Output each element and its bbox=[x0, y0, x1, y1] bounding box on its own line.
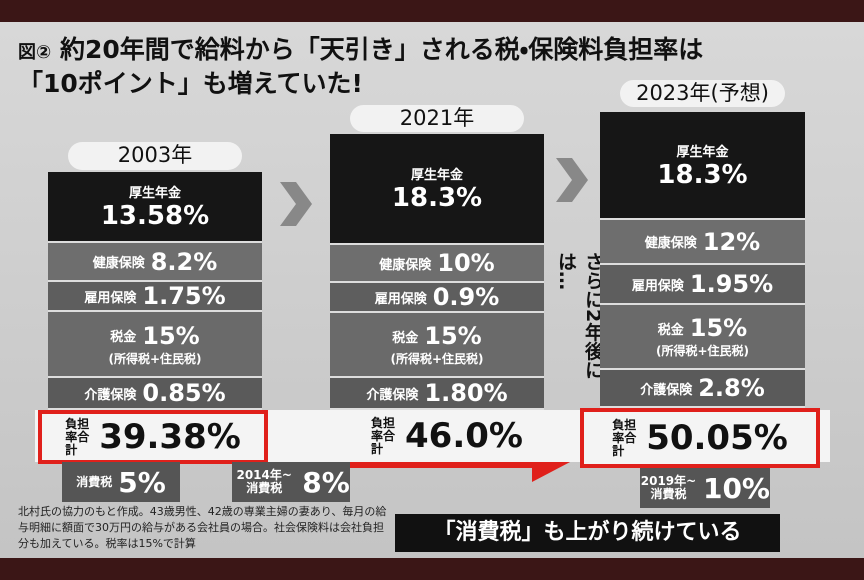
title-line: 約20年間で給料から「天引き」される税・保険料負担率は bbox=[59, 35, 704, 64]
value: 12% bbox=[702, 227, 761, 256]
value: 13.58% bbox=[100, 201, 210, 231]
tax-block: 税金 15% (所得税+住民税) bbox=[48, 312, 262, 378]
label: 雇用保険 bbox=[84, 290, 137, 306]
value: 1.80% bbox=[424, 379, 508, 407]
value: 8% bbox=[302, 465, 350, 499]
title: 図② 約20年間で給料から「天引き」される税・保険料負担率は bbox=[18, 30, 703, 66]
tax-row: 税金 15% bbox=[658, 314, 747, 342]
value: 1.95% bbox=[689, 270, 774, 298]
value: 8.2% bbox=[150, 247, 218, 276]
label: 健康保険 bbox=[644, 236, 697, 251]
note: (所得税+住民税) bbox=[390, 352, 484, 366]
label: 税金 bbox=[110, 330, 137, 345]
note: (所得税+住民税) bbox=[655, 344, 750, 358]
year-label: 2003年 bbox=[68, 142, 242, 170]
label: 厚生年金 bbox=[128, 186, 181, 201]
care-block: 介護保険 0.85% bbox=[48, 378, 262, 410]
value: 0.9% bbox=[432, 283, 500, 311]
total-label: 負担率合計 bbox=[612, 417, 637, 458]
total-value: 50.05% bbox=[646, 418, 788, 458]
pension-block: 厚生年金 13.58% bbox=[48, 172, 262, 243]
employment-block: 雇用保険 0.9% bbox=[330, 283, 544, 313]
value: 0.85% bbox=[142, 379, 226, 407]
care-block: 介護保険 2.8% bbox=[600, 370, 805, 408]
label: 税金 bbox=[657, 322, 684, 338]
total-box: 負担率合計 50.05% bbox=[580, 408, 820, 468]
value: 15% bbox=[689, 314, 748, 342]
label: 2019年~消費税 bbox=[640, 474, 697, 501]
health-block: 健康保険 8.2% bbox=[48, 243, 262, 282]
pension-block: 厚生年金 18.3% bbox=[330, 134, 544, 245]
tax-row: 税金 15% bbox=[392, 322, 481, 350]
note: (所得税+住民税) bbox=[108, 351, 202, 366]
figure-label: 図② bbox=[18, 42, 52, 63]
health-block: 健康保険 12% bbox=[600, 220, 805, 265]
value: 15% bbox=[424, 322, 482, 350]
title-line: 「10ポイント」も増えていた! bbox=[18, 69, 363, 98]
consumption-block: 2019年~消費税 10% bbox=[640, 468, 770, 508]
label: 健康保険 bbox=[379, 257, 432, 273]
label: 厚生年金 bbox=[676, 144, 729, 160]
value: 15% bbox=[142, 321, 200, 350]
value: 5% bbox=[118, 465, 166, 499]
total-box: 負担率合計 39.38% bbox=[38, 410, 268, 464]
employment-block: 雇用保険 1.95% bbox=[600, 265, 805, 305]
year-label: 2023年(予想) bbox=[620, 80, 785, 107]
employment-block: 雇用保険 1.75% bbox=[48, 282, 262, 312]
value: 10% bbox=[702, 471, 770, 505]
label: 雇用保険 bbox=[631, 278, 684, 294]
tax-row: 税金 15% bbox=[110, 322, 199, 350]
label: 税金 bbox=[392, 330, 419, 346]
pension-block: 厚生年金 18.3% bbox=[600, 112, 805, 220]
care-block: 介護保険 1.80% bbox=[330, 378, 544, 410]
health-block: 健康保険 10% bbox=[330, 245, 544, 283]
label: 介護保険 bbox=[84, 387, 137, 403]
label: 介護保険 bbox=[640, 382, 693, 398]
value: 1.75% bbox=[142, 282, 226, 310]
tax-block: 税金 15% (所得税+住民税) bbox=[330, 313, 544, 378]
year-label: 2021年 bbox=[350, 105, 524, 132]
middle-note: さらに2年後には… bbox=[555, 252, 604, 380]
value: 2.8% bbox=[698, 374, 765, 402]
banner: 「消費税」も上がり続けている bbox=[395, 514, 780, 552]
label: 厚生年金 bbox=[410, 168, 463, 183]
label: 2014年~消費税 bbox=[236, 468, 292, 495]
label: 雇用保険 bbox=[374, 291, 427, 307]
footnote: 北村氏の協力のもと作成。43歳男性、42歳の専業主婦の妻あり、毎月の給与明細に額… bbox=[18, 505, 387, 550]
total-label: 負担率合計 bbox=[65, 416, 90, 457]
panel: 図② 約20年間で給料から「天引き」される税・保険料負担率は 「10ポイント」も… bbox=[0, 22, 864, 558]
value: 18.3% bbox=[391, 183, 483, 213]
value: 10% bbox=[437, 249, 495, 277]
total-value: 46.0% bbox=[405, 416, 523, 456]
consumption-block: 消費税 5% bbox=[62, 462, 180, 502]
value: 18.3% bbox=[657, 159, 748, 190]
consumption-block: 2014年~消費税 8% bbox=[232, 462, 350, 502]
total-box: 負担率合計 46.0% bbox=[340, 410, 554, 462]
label: 介護保険 bbox=[366, 387, 419, 403]
total-label: 負担率合計 bbox=[371, 415, 396, 456]
tax-block: 税金 15% (所得税+住民税) bbox=[600, 305, 805, 370]
total-value: 39.38% bbox=[99, 417, 241, 457]
label: 消費税 bbox=[76, 474, 113, 489]
label: 健康保険 bbox=[92, 256, 145, 271]
